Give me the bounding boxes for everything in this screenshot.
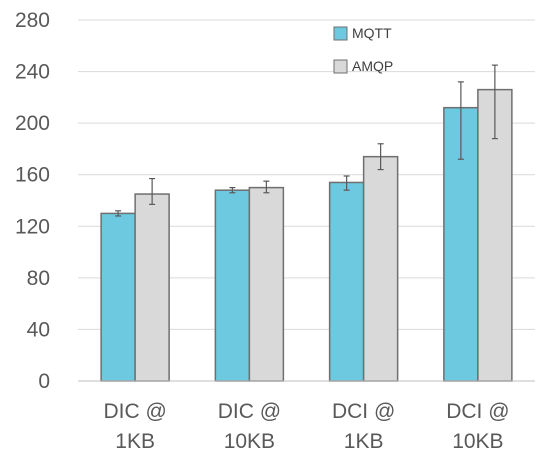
y-tick-label: 200 [15, 112, 50, 135]
x-tick-label: DIC @1KB [103, 400, 166, 453]
y-axis-ticks: 0 40 80 120 160 200 240 280 [15, 9, 50, 393]
bar-amqp-2 [362, 155, 399, 382]
y-tick-label: 240 [15, 61, 50, 84]
bar-mqtt-2 [328, 181, 365, 382]
y-tick-label: 0 [38, 370, 50, 393]
bar-amqp-0 [134, 193, 170, 382]
x-tick-label: DCI @10KB [446, 400, 509, 453]
error-bar-mqtt-1 [229, 187, 236, 194]
bar-mqtt-0 [100, 212, 136, 382]
error-bar-mqtt-3 [457, 81, 464, 160]
x-axis-labels: DIC @1KB DIC @10KB DCI @1KB DCI @10KB [103, 400, 509, 453]
bars [100, 88, 513, 382]
y-tick-label: 40 [27, 318, 50, 341]
legend-swatch [333, 26, 348, 41]
error-bar-amqp-1 [263, 180, 270, 194]
error-bars [115, 64, 498, 217]
error-bar-mqtt-2 [343, 175, 350, 191]
x-tick-label: DIC @10KB [218, 400, 281, 453]
error-bar-amqp-3 [491, 64, 498, 140]
y-tick-label: 80 [27, 267, 50, 290]
error-bar-amqp-0 [149, 177, 156, 205]
legend-item-mqtt: MQTT [333, 25, 392, 41]
error-bar-amqp-2 [377, 143, 384, 171]
y-tick-label: 160 [15, 164, 50, 187]
legend-item-amqp: AMQP [333, 58, 393, 74]
legend: MQTT AMQP [333, 25, 393, 74]
legend-swatch [333, 59, 348, 74]
x-tick-label: DCI @1KB [332, 400, 395, 453]
y-tick-label: 280 [15, 9, 50, 32]
error-bar-mqtt-0 [115, 210, 122, 217]
y-tick-label: 120 [15, 215, 50, 238]
bar-mqtt-1 [214, 189, 251, 382]
legend-label: MQTT [352, 25, 392, 41]
legend-label: AMQP [352, 58, 393, 74]
bar-amqp-1 [248, 186, 285, 382]
